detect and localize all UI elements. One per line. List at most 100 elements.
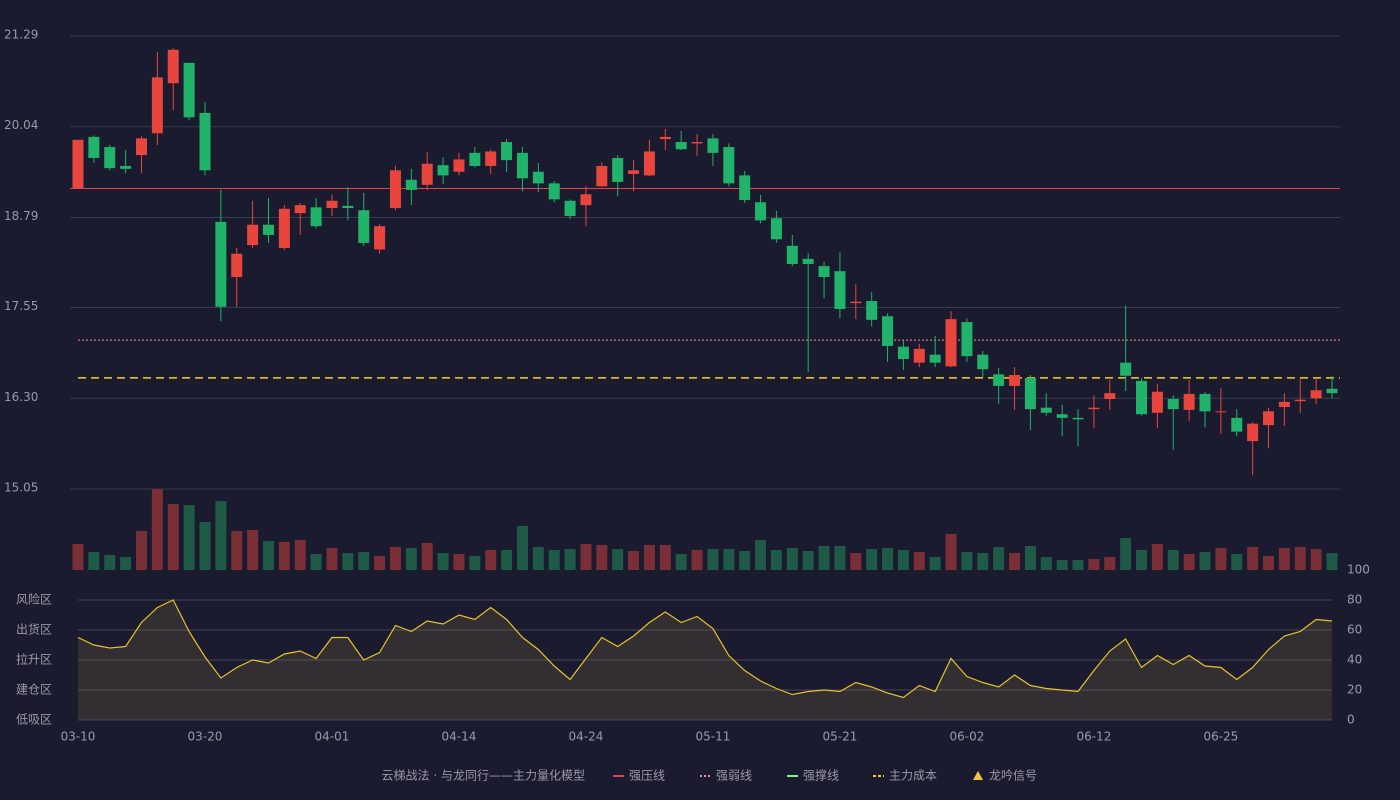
volume-bar [1151, 544, 1163, 570]
candle-body [628, 170, 640, 174]
volume-bar [977, 553, 989, 570]
y2-tick-label: 60 [1347, 623, 1362, 637]
volume-bar [1009, 553, 1021, 570]
x-tick-label: 05-21 [822, 730, 857, 744]
candle-body [437, 165, 449, 176]
volume-bar [961, 552, 973, 570]
volume-bar [818, 546, 830, 570]
volume-bar [834, 546, 846, 570]
volume-bar [294, 540, 306, 570]
volume-bar [120, 557, 132, 570]
candle-body [1294, 399, 1306, 402]
volume-bar [802, 551, 814, 570]
zone-label: 出货区 [16, 622, 52, 637]
volume-bar [612, 549, 624, 570]
candle-body [882, 316, 894, 346]
candle-body [278, 208, 290, 248]
x-tick-label: 03-20 [188, 730, 223, 744]
candle-body [262, 224, 274, 235]
legend-title: 云梯战法 · 与龙同行——主力量化模型 [382, 769, 585, 783]
candle-body [548, 183, 560, 200]
volume-bar [580, 544, 592, 570]
volume-bar [310, 554, 322, 570]
volume-bar [564, 549, 576, 570]
volume-bar [215, 501, 227, 570]
volume-bar [199, 522, 211, 570]
candle-body [1326, 388, 1338, 394]
volume-bar [453, 554, 465, 570]
candle-body [564, 200, 576, 217]
legend-label: 强弱线 [716, 769, 752, 783]
legend-label: 强压线 [629, 769, 665, 783]
candle-body [326, 200, 338, 209]
candle-body [88, 136, 100, 158]
volume-bar [897, 550, 909, 570]
y-tick-label: 21.29 [4, 28, 38, 42]
candle-body [342, 205, 354, 209]
volume-bar [1278, 548, 1290, 570]
volume-bar [501, 550, 513, 570]
volume-bar [643, 545, 655, 570]
volume-bar [104, 555, 116, 570]
volume-bar [882, 548, 894, 570]
candle-body [945, 319, 957, 367]
candle-body [1072, 417, 1084, 420]
candle-body [374, 226, 386, 250]
volume-bar [739, 551, 751, 570]
candle-body [1247, 423, 1259, 442]
candle-body [707, 138, 719, 153]
legend-label: 主力成本 [889, 769, 937, 783]
candle-body [389, 170, 401, 209]
volume-bar [374, 556, 386, 570]
candle-body [977, 354, 989, 370]
volume-bar [1215, 548, 1227, 570]
volume-bar [262, 541, 274, 570]
candle-body [104, 147, 116, 169]
candle-body [1278, 401, 1290, 407]
volume-bar [151, 489, 163, 570]
candle-body [675, 141, 687, 150]
candle-body [723, 147, 735, 184]
y-tick-label: 16.30 [4, 390, 38, 404]
volume-bar [945, 534, 957, 570]
volume-bar [786, 548, 798, 570]
volume-bar [1104, 557, 1116, 570]
candle-body [469, 152, 481, 166]
x-tick-label: 04-24 [569, 730, 604, 744]
candle-body [659, 136, 671, 140]
x-tick-label: 06-25 [1203, 730, 1238, 744]
y2-tick-label: 40 [1347, 653, 1362, 667]
candle-body [1183, 393, 1195, 410]
candle-body [294, 205, 306, 214]
candle-body [310, 207, 322, 227]
candle-body [135, 138, 147, 156]
volume-bar [389, 547, 401, 570]
volume-bar [326, 548, 338, 570]
candle-body [897, 346, 909, 360]
volume-bar [1024, 546, 1036, 570]
volume-bar [1294, 547, 1306, 570]
candle-body [358, 210, 370, 243]
volume-bar [723, 549, 735, 570]
candle-body [929, 354, 941, 363]
volume-bar [247, 530, 259, 570]
legend-label: 龙吟信号 [989, 768, 1037, 783]
volume-bar [659, 545, 671, 570]
volume-bar [437, 553, 449, 570]
candle-body [231, 253, 243, 278]
y2-tick-label: 80 [1347, 593, 1362, 607]
y2-tick-label: 20 [1347, 683, 1362, 697]
volume-bar [850, 553, 862, 570]
candle-body [1056, 414, 1068, 418]
legend-label: 强撑线 [803, 768, 839, 783]
volume-bar [675, 554, 687, 570]
volume-bar [1120, 538, 1132, 570]
x-tick-label: 05-11 [695, 730, 730, 744]
candle-body [453, 159, 465, 172]
candle-body [596, 165, 608, 187]
volume-bar [183, 505, 195, 570]
volume-bar [1199, 552, 1211, 570]
candle-body [612, 157, 624, 182]
candle-body [993, 374, 1005, 386]
candle-body [755, 202, 767, 221]
